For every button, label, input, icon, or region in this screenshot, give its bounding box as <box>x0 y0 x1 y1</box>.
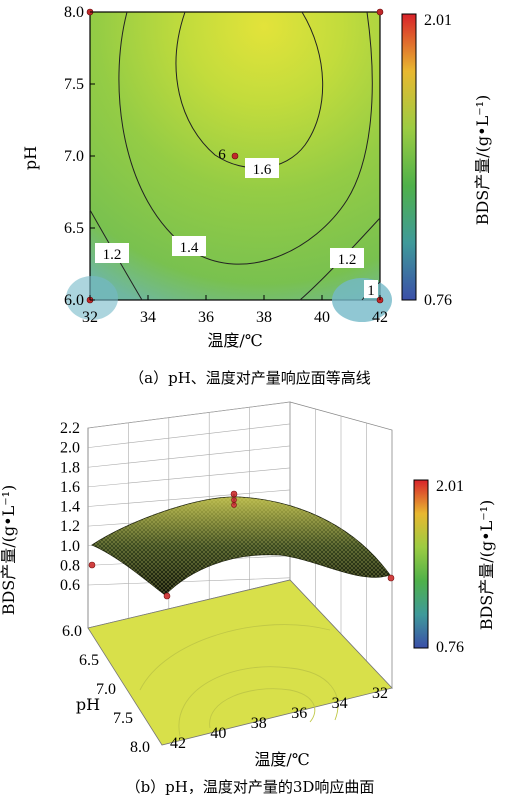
z-axis-ticks: 0.6 0.8 1.0 1.2 1.4 1.6 1.8 2.0 2.2 <box>60 420 80 594</box>
contour-label: 1.4 <box>180 240 199 256</box>
y-tick-label: 8.0 <box>64 4 84 21</box>
x-tick-label: 32 <box>82 309 98 326</box>
z-tick-label: 0.6 <box>60 577 80 594</box>
y-tick-label: 6.5 <box>64 220 84 237</box>
contour-y-axis-title: pH <box>21 146 40 170</box>
z-tick-label: 2.0 <box>60 440 80 457</box>
z-tick-label: 1.4 <box>60 499 80 516</box>
colorbar-min-label: 0.76 <box>436 639 464 656</box>
contour-labels: 1.6 1.4 1.2 1.2 1 6 <box>95 147 378 299</box>
colorbar-b: 2.01 0.76 BDS产量/(g•L⁻¹) <box>413 478 496 656</box>
z-tick-label: 1.2 <box>60 518 80 535</box>
x-tick-label: 34 <box>140 309 156 326</box>
colorbar-title: BDS产量/(g•L⁻¹) <box>473 95 492 226</box>
design-point <box>376 8 384 16</box>
center-point-label: 6 <box>218 147 226 163</box>
grid-line <box>87 577 291 586</box>
x3-tick-label: 38 <box>251 715 267 732</box>
y3-tick-label: 6.0 <box>62 623 82 640</box>
y3-tick-label: 7.5 <box>113 710 133 727</box>
contour-y-ticks: 6.0 6.5 7.0 7.5 8.0 <box>64 4 95 309</box>
y3-tick-label: 6.5 <box>79 652 99 669</box>
contour-label: 1.2 <box>338 252 357 268</box>
colorbar-max-label: 2.01 <box>436 478 464 495</box>
colorbar-title: BDS产量/(g•L⁻¹) <box>477 500 496 631</box>
contour-plot: 1.6 1.4 1.2 1.2 1 6 32 34 36 38 40 42 6.0 6.5 7… <box>21 4 392 350</box>
grid-line <box>87 467 291 488</box>
contour-label: 1.2 <box>103 247 122 263</box>
grid-line <box>87 423 291 448</box>
x-tick-label: 42 <box>372 309 388 326</box>
design-point <box>231 152 239 160</box>
colorbar-a: 2.01 0.76 BDS产量/(g•L⁻¹) <box>401 12 492 309</box>
3d-y-axis-title: pH <box>76 695 100 714</box>
caption-b: （b）pH，温度对产量的3D响应曲面 <box>126 778 375 796</box>
z-tick-label: 1.8 <box>60 459 80 476</box>
z-tick-label: 0.8 <box>60 557 80 574</box>
y-tick-label: 7.0 <box>64 148 84 165</box>
z-tick-label: 2.2 <box>60 420 80 437</box>
x3-tick-label: 36 <box>291 705 307 722</box>
z-tick-label: 1.6 <box>60 479 80 496</box>
floor-plane <box>87 579 393 746</box>
contour-label: 1.6 <box>253 162 272 178</box>
colorbar-max-label: 2.01 <box>424 12 452 29</box>
surface-design-points <box>88 490 395 600</box>
y-tick-label: 7.5 <box>64 76 84 93</box>
floor-contours <box>139 624 339 737</box>
z-axis-title: BDS产量/(g•L⁻¹) <box>0 485 18 616</box>
x-tick-label: 40 <box>314 309 330 326</box>
3d-y-axis-ticks: 6.0 6.5 7.0 7.5 8.0 <box>62 623 150 756</box>
y3-tick-label: 8.0 <box>130 739 150 756</box>
grid-line <box>87 401 291 429</box>
contour-label: 1 <box>367 283 375 299</box>
x-tick-label: 38 <box>256 309 272 326</box>
contour-x-axis-title: 温度/℃ <box>207 331 262 350</box>
contour-x-ticks: 32 34 36 38 40 42 <box>82 295 388 326</box>
3d-x-axis-title: 温度/℃ <box>254 750 309 769</box>
caption-a: （a）pH、温度对产量响应面等高线 <box>129 369 371 387</box>
contour-line-1.4 <box>118 11 373 265</box>
grid-line <box>87 445 291 468</box>
3d-x-axis-ticks: 42 40 38 36 34 32 <box>170 685 388 752</box>
x3-tick-label: 42 <box>170 735 186 752</box>
x3-tick-label: 32 <box>372 685 388 702</box>
x-tick-label: 36 <box>198 309 214 326</box>
x3-tick-label: 34 <box>332 695 348 712</box>
y-tick-label: 6.0 <box>64 292 84 309</box>
y3-tick-label: 7.0 <box>96 681 116 698</box>
grid-line <box>87 489 291 507</box>
x3-tick-label: 40 <box>210 725 226 742</box>
z-tick-label: 1.0 <box>60 538 80 555</box>
colorbar-min-label: 0.76 <box>424 292 452 309</box>
surface-plot: 0.6 0.8 1.0 1.2 1.4 1.6 1.8 2.0 2.2 42 40 38 36 34 32… <box>0 401 395 769</box>
